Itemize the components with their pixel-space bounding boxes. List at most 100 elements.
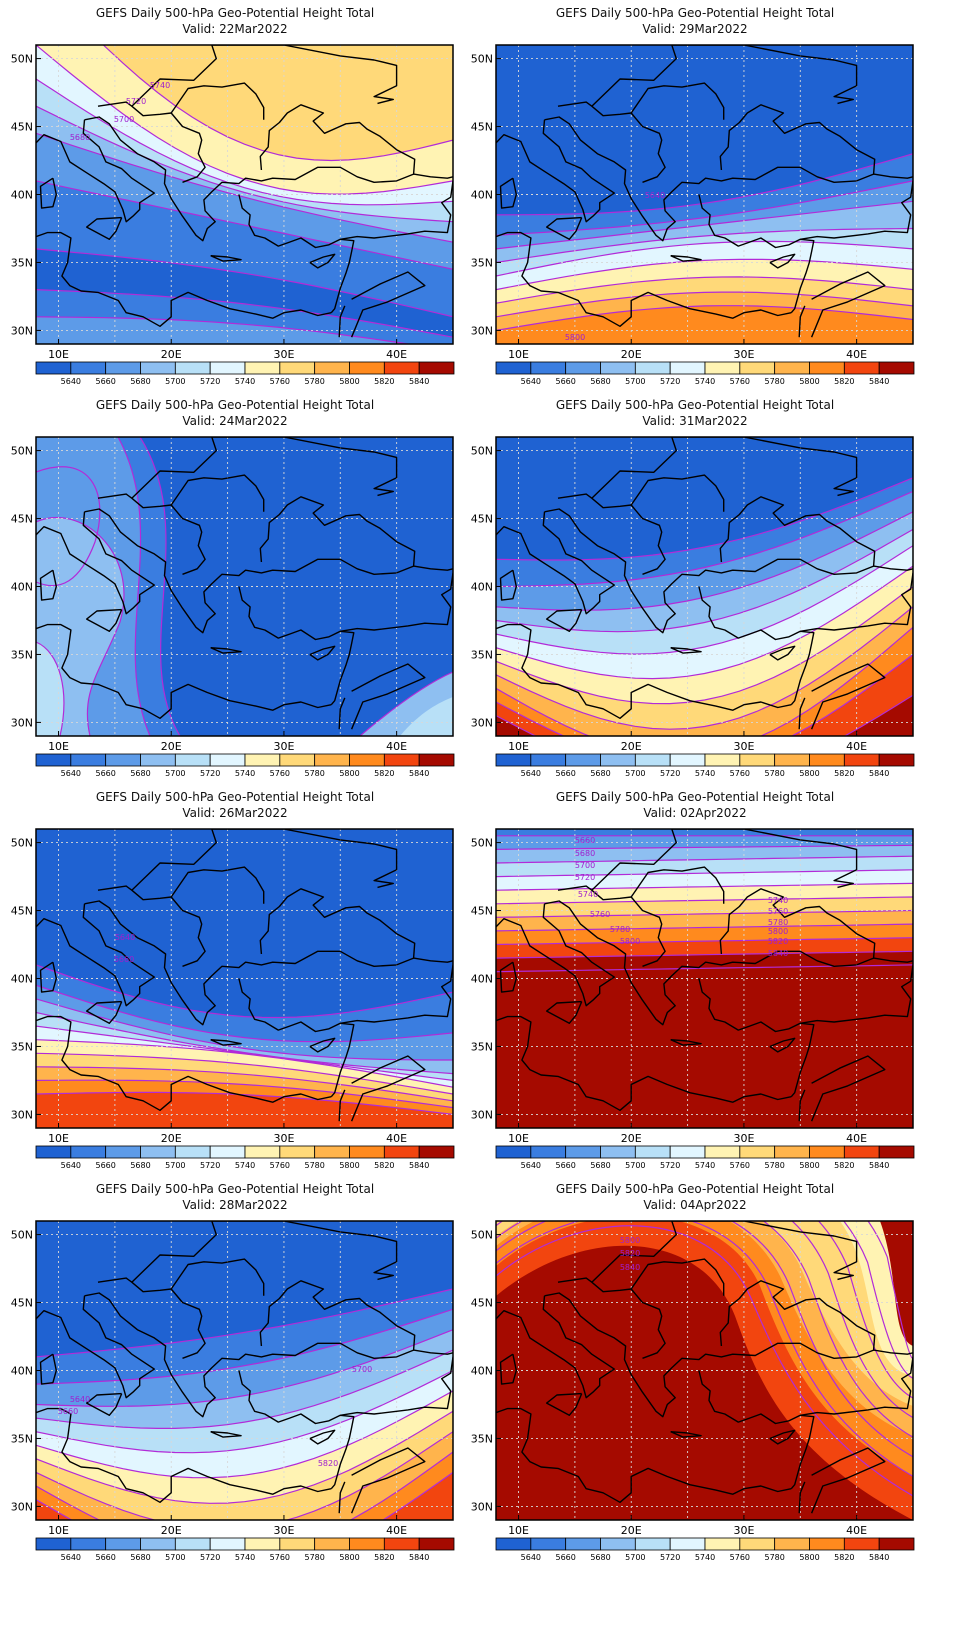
colorbar-swatch: [669, 361, 706, 375]
lat-tick-label: 50N: [471, 53, 493, 66]
colorbar-label: 5800: [339, 377, 359, 386]
colorbar-swatch: [174, 361, 211, 375]
coastline: [338, 305, 346, 338]
coastline: [798, 697, 806, 730]
lon-tick-label: 10E: [508, 1132, 529, 1145]
height-band: [36, 1411, 453, 1520]
contour-line: [36, 1091, 453, 1115]
coastline: [97, 45, 398, 107]
colorbar-label: 5760: [730, 1161, 750, 1170]
colorbar-label: 5780: [764, 769, 784, 778]
lat-tick-label: 30N: [11, 324, 33, 337]
colorbar-swatch: [35, 1145, 72, 1159]
colorbar-label: 5840: [409, 769, 429, 778]
colorbar-swatch: [495, 753, 532, 767]
height-band: [36, 1066, 453, 1108]
colorbar-label: 5660: [555, 377, 575, 386]
colorbar-swatch: [140, 1537, 176, 1551]
colorbar-swatch: [809, 753, 845, 767]
height-band: [496, 305, 913, 344]
contour-label: 5800: [620, 937, 640, 946]
colorbar-label: 5640: [61, 769, 81, 778]
contour-line: [842, 1221, 913, 1379]
contour-line: [496, 1221, 913, 1458]
colorbar-label: 5800: [339, 1161, 359, 1170]
lon-tick-label: 20E: [161, 1524, 182, 1537]
colorbar-label: 5700: [165, 377, 185, 386]
colorbar-label: 5660: [95, 1553, 115, 1562]
coastline: [238, 978, 355, 1098]
colorbar: 5640 5660 5680 5700 5720 5740 5760 5780 5800 5820…: [35, 753, 455, 778]
colorbar-label: 5760: [730, 1553, 750, 1562]
height-band: [496, 845, 913, 863]
coastline: [546, 1392, 583, 1416]
lat-tick-label: 35N: [471, 1432, 493, 1445]
lon-tick-label: 40E: [386, 1132, 407, 1145]
coastline: [557, 45, 858, 107]
lat-tick-label: 30N: [471, 1500, 493, 1513]
colorbar-swatch: [704, 1145, 741, 1159]
coastline: [131, 497, 206, 575]
colorbar-label: 5740: [695, 377, 715, 386]
coastline: [670, 1039, 702, 1046]
colorbar-label: 5660: [555, 1553, 575, 1562]
colorbar: 5640 5660 5680 5700 5720 5740 5760 5780 5800 5820…: [495, 361, 915, 386]
coastline: [591, 105, 666, 183]
coastline: [131, 105, 206, 183]
colorbar-label: 5660: [95, 1161, 115, 1170]
coastline: [36, 623, 332, 719]
contour-label: 5740: [578, 890, 598, 899]
colorbar-swatch: [418, 1145, 455, 1159]
height-map: 5740576057805800582050N45N40N35N30N10E20…: [471, 436, 915, 778]
contour-label: 5740: [768, 896, 788, 905]
coastline: [496, 1407, 792, 1503]
lon-tick-label: 10E: [48, 1132, 69, 1145]
lat-tick-label: 35N: [471, 256, 493, 269]
height-band: [496, 1245, 913, 1520]
colorbar-swatch: [530, 753, 567, 767]
lat-tick-label: 40N: [471, 1365, 493, 1378]
colorbar-label: 5660: [95, 377, 115, 386]
height-band: [496, 529, 913, 655]
height-band: [496, 153, 913, 236]
coastline: [698, 978, 815, 1098]
colorbar-swatch: [209, 1537, 246, 1551]
height-band: [36, 1012, 453, 1081]
coastline: [800, 1356, 913, 1416]
coastline: [36, 511, 155, 615]
lat-tick-label: 40N: [471, 973, 493, 986]
contour-line: [496, 153, 913, 216]
height-band: [496, 695, 913, 736]
colorbar-label: 5720: [200, 769, 220, 778]
contour-line: [496, 477, 913, 561]
colorbar-swatch: [383, 753, 420, 767]
height-band: [496, 545, 913, 679]
colorbar-label: 5780: [304, 1553, 324, 1562]
colorbar-label: 5680: [590, 1161, 610, 1170]
colorbar-swatch: [105, 361, 141, 375]
coastline: [338, 1481, 346, 1514]
colorbar-label: 5720: [200, 377, 220, 386]
colorbar-label: 5760: [270, 1553, 290, 1562]
coastline: [546, 216, 583, 240]
contour-line: [496, 869, 913, 878]
colorbar-swatch: [565, 1537, 601, 1551]
colorbar-label: 5720: [660, 769, 680, 778]
map-panel-7: GEFS Daily 500-hPa Geo-Potential Height …: [460, 1176, 930, 1584]
coastline: [873, 1349, 913, 1355]
panel-valid-date: Valid: 29Mar2022: [642, 22, 748, 36]
lat-tick-label: 45N: [471, 1297, 493, 1310]
lat-tick-label: 40N: [11, 189, 33, 202]
colorbar-label: 5840: [409, 1553, 429, 1562]
colorbar-swatch: [349, 753, 385, 767]
colorbar-swatch: [418, 753, 455, 767]
lon-tick-label: 10E: [48, 740, 69, 753]
coastline: [546, 608, 583, 632]
colorbar-swatch: [600, 1145, 636, 1159]
coastline: [670, 255, 702, 262]
coastline: [309, 1429, 336, 1445]
colorbar-label: 5760: [270, 769, 290, 778]
colorbar-label: 5640: [521, 1161, 541, 1170]
coastline: [630, 474, 725, 512]
colorbar-label: 5800: [799, 769, 819, 778]
